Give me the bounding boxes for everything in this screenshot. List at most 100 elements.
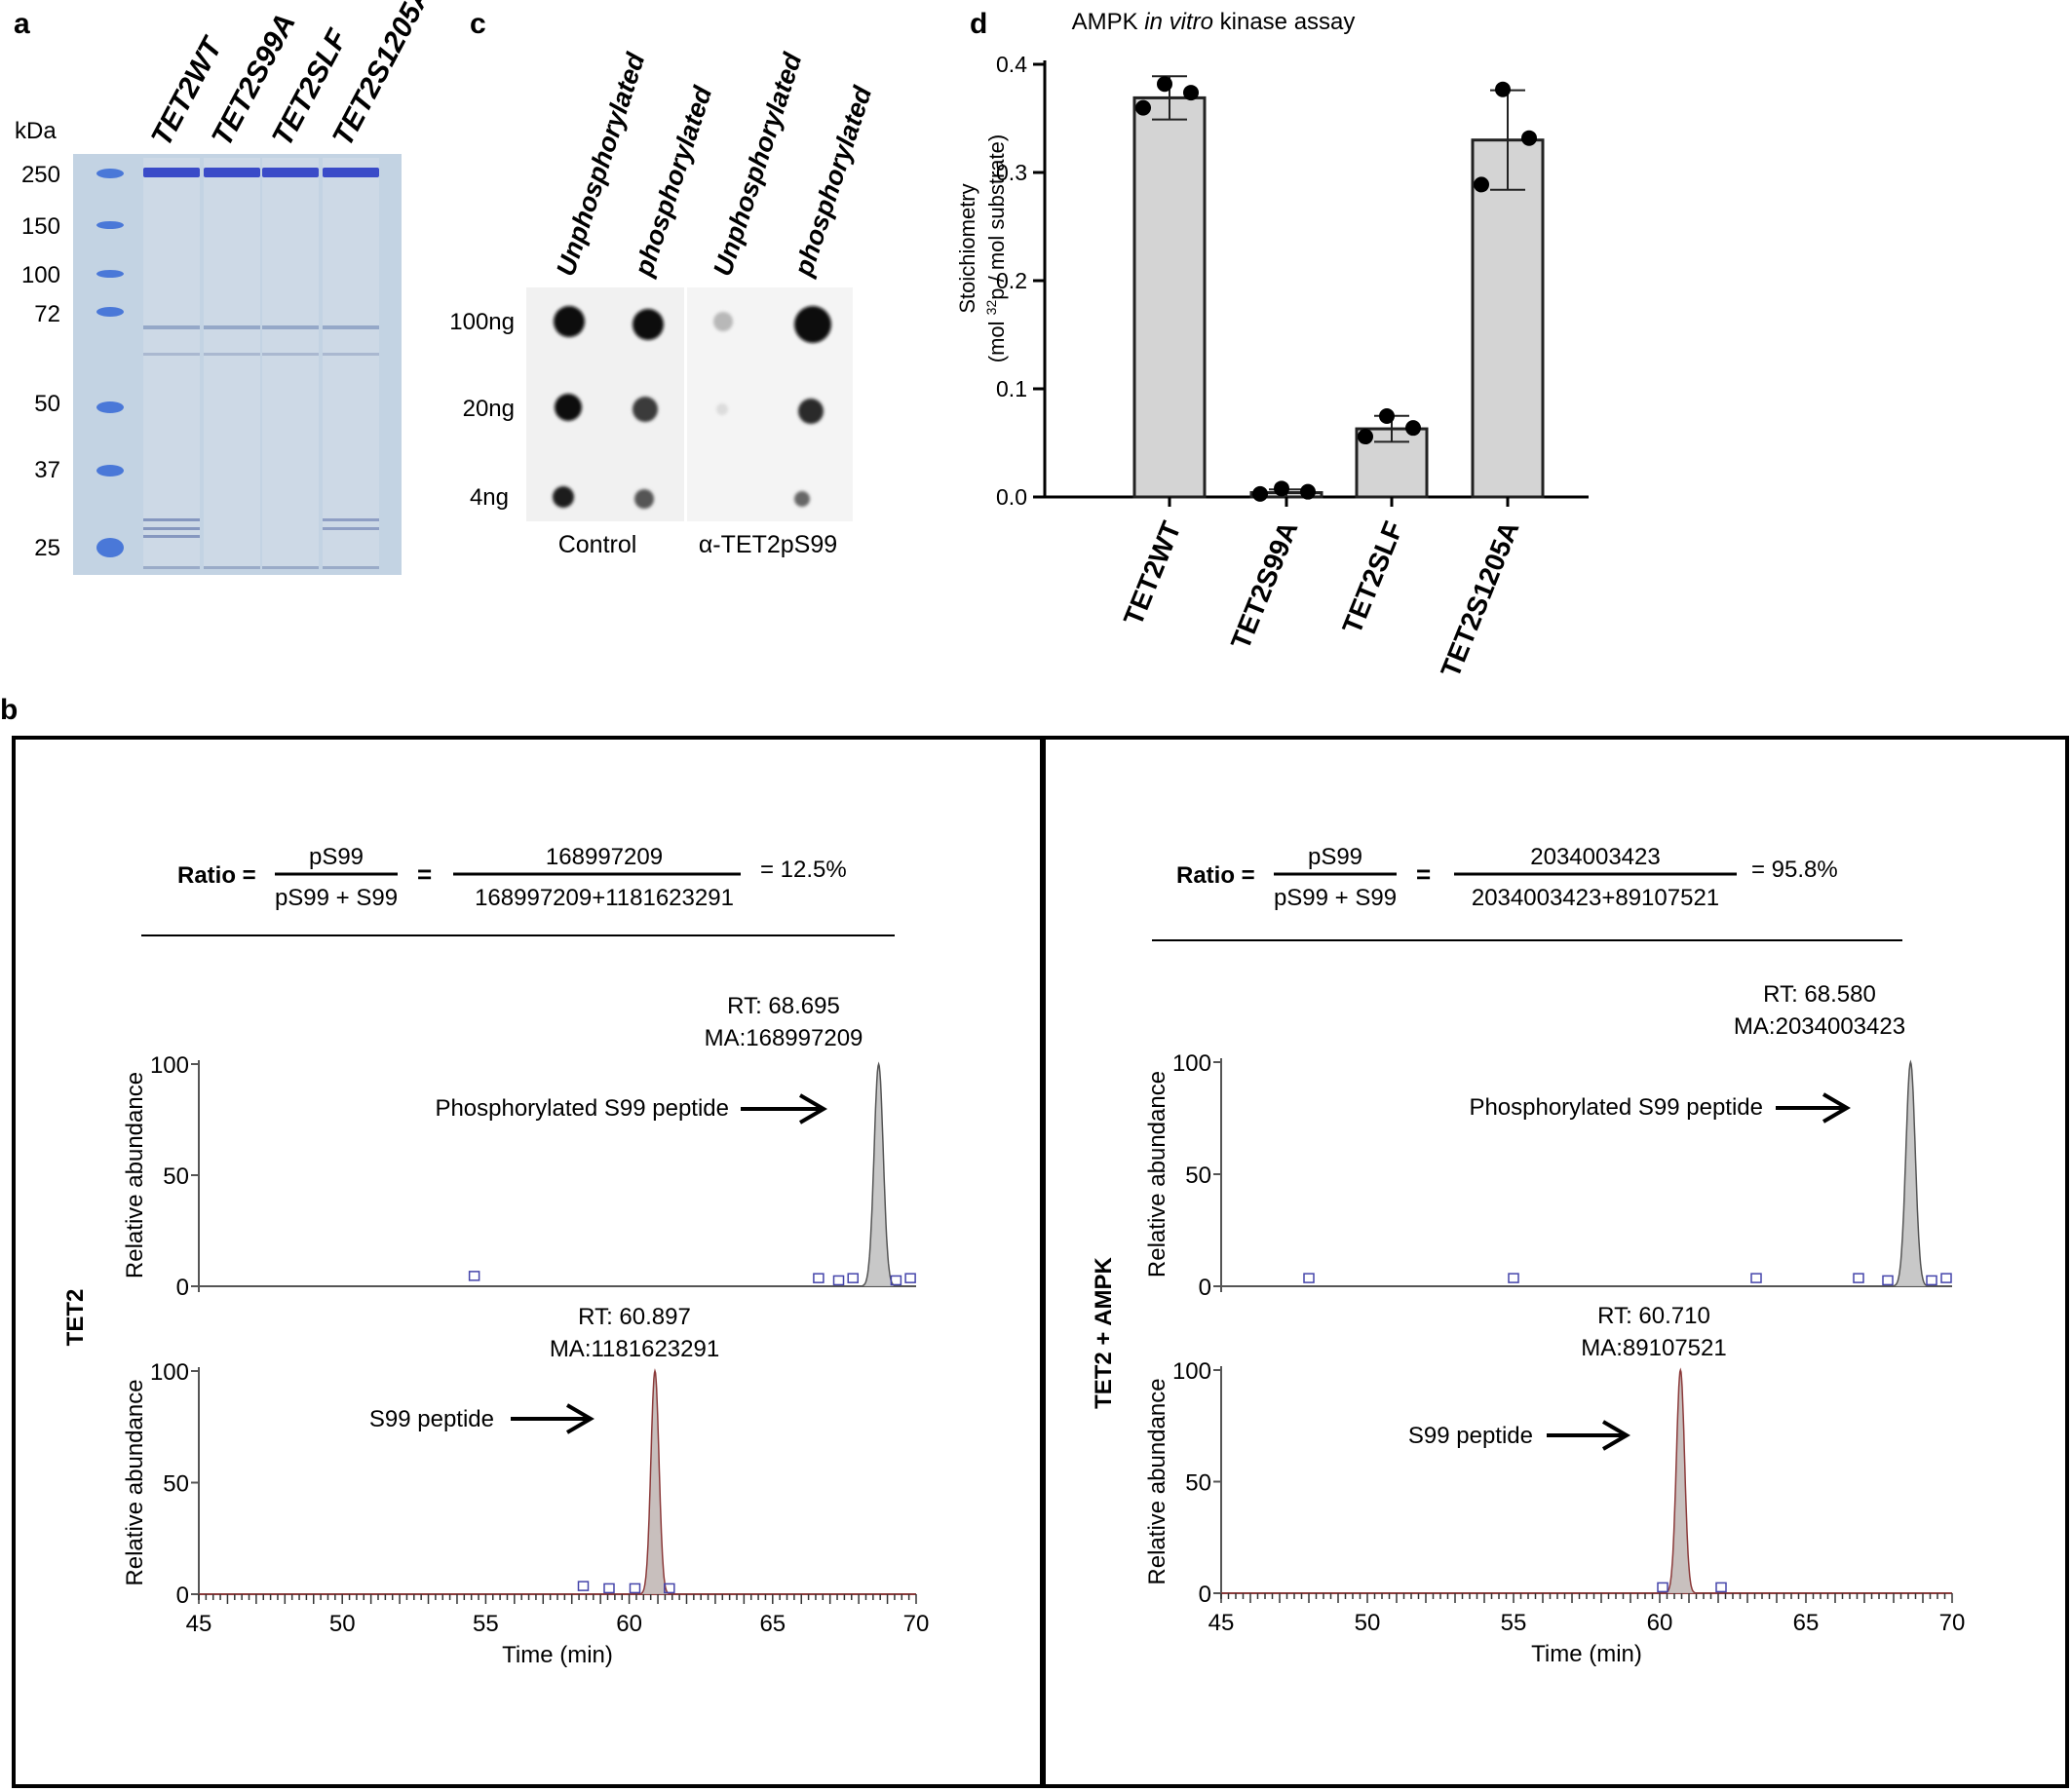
x-axis-label: Time (min) [502, 1642, 613, 1668]
ratio-num-value-left: 168997209 [546, 844, 663, 870]
arrow-head [1601, 1420, 1630, 1451]
x-tick-label: 50 [329, 1611, 356, 1637]
y-tick-label: 0 [1199, 1582, 1211, 1608]
ratio-result-left: = 12.5% [760, 857, 847, 883]
blot-caption-control: Control [558, 531, 637, 558]
gel-lane [204, 158, 260, 567]
noise-marker [468, 1271, 480, 1281]
y-tick-label: 0.4 [996, 52, 1027, 77]
x-tick-label: 70 [903, 1611, 930, 1637]
panel-b: b Ratio = pS99 pS99 + S99 = 168997209 16… [0, 694, 2069, 1788]
ratio-den-value-right: 2034003423+89107521 [1472, 885, 1719, 911]
panel-d-letter: d [970, 8, 987, 40]
noise-marker [1750, 1273, 1762, 1283]
gel-band [143, 527, 200, 530]
sample-label-right: TET2 + AMPK [1091, 1256, 1117, 1408]
x-tick-label: 60 [1647, 1610, 1673, 1636]
marker-label-37: 37 [34, 457, 60, 483]
x-tick-label: 55 [1501, 1610, 1527, 1636]
y-tick-label: 0 [176, 1582, 189, 1609]
marker-label-50: 50 [34, 391, 60, 417]
panel-c-letter: c [470, 8, 486, 40]
y-tick-label: 100 [1172, 1050, 1211, 1077]
rt-bottom-left: RT: 60.897 [578, 1304, 691, 1330]
ratio-result-right: = 95.8% [1751, 857, 1838, 883]
gel-band [204, 325, 260, 329]
gel-band [204, 353, 260, 356]
noise-marker [1853, 1273, 1864, 1283]
data-point [1274, 480, 1289, 497]
x-tick-label: TET2S1205A [1435, 517, 1524, 682]
ratio-label-right: Ratio = [1176, 862, 1255, 889]
ladder-band [96, 538, 124, 557]
data-point [1183, 85, 1199, 101]
dot-control-unphos-100 [554, 306, 585, 337]
y-tick-label: 50 [163, 1163, 189, 1190]
rt-top-left: RT: 68.695 [727, 993, 840, 1019]
ma-bottom-left: MA:1181623291 [550, 1336, 719, 1362]
gel-band [204, 566, 260, 569]
dot-row-label-100ng: 100ng [449, 309, 515, 335]
gel-band [323, 518, 379, 521]
x-tick-label: TET2S99A [1225, 517, 1304, 654]
x-tick-label: 70 [1939, 1610, 1966, 1636]
blot-caption-antibody: α-TET2pS99 [699, 531, 837, 558]
noise-marker [577, 1581, 590, 1591]
dot-control-phos-20 [633, 397, 658, 422]
dot-row-label-20ng: 20ng [463, 396, 515, 422]
gel-lane [262, 158, 319, 567]
data-point [1521, 130, 1537, 146]
band-250 [262, 168, 319, 177]
panel-d-title: AMPK in vitro kinase assay [1072, 9, 1356, 35]
dot-column-label-3: Unphosphorylated [708, 49, 807, 280]
ma-top-right: MA:2034003423 [1734, 1013, 1905, 1040]
gel-band [143, 518, 200, 521]
data-point [1474, 176, 1489, 193]
x-tick-label: TET2WT [1118, 517, 1187, 629]
panel-b-right-box [1042, 736, 2069, 1788]
noise-marker [1940, 1273, 1952, 1283]
x-tick-label: 65 [759, 1611, 786, 1637]
gel-band [323, 566, 379, 569]
data-point [1495, 81, 1511, 97]
marker-label-150: 150 [21, 213, 60, 240]
peak-area [638, 1371, 671, 1594]
ratio-equation-right: Ratio = pS99 pS99 + S99 = 2034003423 203… [1152, 844, 1902, 941]
arrow-head [565, 1403, 594, 1434]
peak-label-top-right: Phosphorylated S99 peptide [1469, 1094, 1763, 1121]
y-axis-label: Relative abundance [122, 1072, 148, 1278]
y-tick-label: 50 [163, 1471, 189, 1498]
y-tick-label: 100 [1172, 1358, 1211, 1385]
peak-area [1664, 1370, 1698, 1593]
equals-sign: = [1416, 859, 1431, 889]
ladder-band [96, 401, 124, 413]
peak-area [860, 1064, 898, 1286]
ma-top-left: MA:168997209 [705, 1025, 863, 1051]
gel-band [262, 325, 319, 329]
peak-label-bottom-left: S99 peptide [369, 1406, 494, 1432]
peak-line [1892, 1059, 1930, 1287]
x-axis-label: Time (min) [1531, 1641, 1642, 1667]
noise-marker [1508, 1273, 1519, 1283]
dot-column-label-1: Unphosphorylated [551, 49, 650, 280]
gel-band [143, 325, 200, 329]
dot-column-label-2: phosphorylated [629, 82, 718, 280]
data-point [1300, 483, 1316, 500]
marker-label-100: 100 [21, 262, 60, 288]
noise-marker [1715, 1582, 1727, 1593]
noise-marker [832, 1275, 845, 1286]
data-point [1379, 407, 1395, 424]
data-point [1358, 429, 1373, 445]
sample-label-left: TET2 [62, 1289, 89, 1347]
ladder-band [96, 307, 124, 317]
y-tick-label: 100 [150, 1052, 189, 1079]
ladder-band [96, 465, 124, 477]
dot-column-label-4: phosphorylated [788, 82, 878, 280]
ratio-den-value-left: 168997209+1181623291 [475, 885, 734, 911]
ratio-num-value-right: 2034003423 [1530, 844, 1660, 870]
